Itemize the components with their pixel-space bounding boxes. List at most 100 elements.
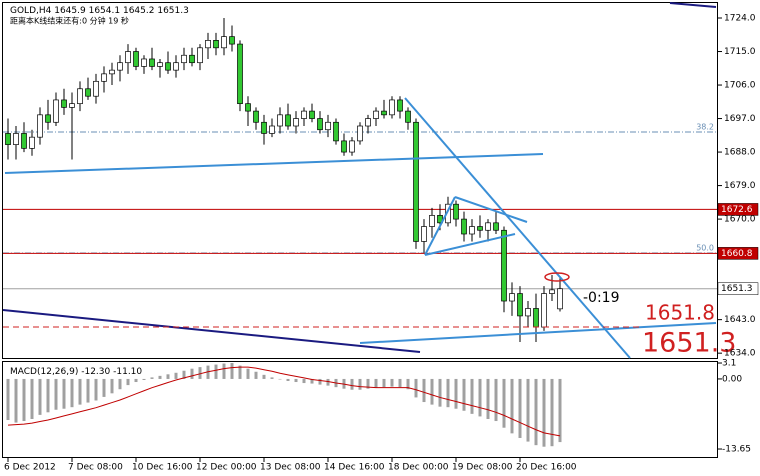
macd-bar [254, 371, 258, 379]
macd-bar [22, 378, 26, 422]
macd-bar [6, 378, 10, 421]
indicator-value: -12.30 [81, 367, 110, 377]
macd-bar [182, 370, 186, 379]
y-tick-label: 1634.0 [724, 349, 756, 359]
candle-body [309, 110, 315, 119]
trendline [4, 153, 544, 174]
subtitle: 距离本K线结束还有:0 分钟 19 秒 [10, 16, 129, 26]
trendline [669, 2, 717, 8]
price-tag-label: 1651.3 [721, 284, 753, 294]
candle-body [37, 114, 43, 138]
y-tick-label: 1724.0 [724, 14, 756, 24]
macd-bar [438, 378, 442, 407]
macd-bar [278, 378, 282, 380]
y-tick-label: 1688.0 [724, 148, 756, 158]
macd-bar [86, 378, 90, 403]
macd-bar [414, 378, 418, 398]
y-tick-label: 1697.0 [724, 114, 756, 124]
candle-body [333, 121, 339, 142]
header: GOLD,H4 1645.9 1654.1 1645.2 1651.3 [10, 6, 189, 16]
candle-body [253, 110, 259, 123]
trendline [424, 196, 456, 256]
macd-bar [462, 378, 466, 411]
macd-bar [270, 377, 274, 379]
candle-body [165, 62, 171, 71]
x-tick-label: 19 Dec 08:00 [452, 463, 513, 473]
macd-bar [246, 368, 250, 379]
candle-body [397, 99, 403, 112]
macd-bar [94, 378, 98, 401]
candle-body [109, 69, 115, 75]
candle-body [325, 121, 331, 131]
candle-body [21, 133, 27, 149]
marker [544, 272, 570, 282]
candle-body [205, 40, 211, 49]
candle-body [341, 140, 347, 153]
candle-body [549, 289, 555, 294]
macd-bar [478, 378, 482, 417]
macd-bar [174, 372, 178, 379]
symbol: GOLD,H4 [10, 6, 52, 16]
candle-body [213, 40, 219, 49]
trendline [359, 322, 717, 344]
candle-body [525, 308, 531, 317]
trendline [424, 233, 516, 256]
candle-body [29, 136, 35, 149]
annotation: -0:19 [583, 290, 620, 306]
macd-bar [286, 378, 290, 381]
macd-bar [134, 378, 138, 383]
ohlc: 1645.2 [123, 6, 155, 16]
macd-bar [46, 378, 50, 413]
candle-body [461, 218, 467, 235]
candle-body [541, 293, 547, 328]
candle-body [277, 114, 283, 127]
candle-body [509, 293, 515, 302]
x-tick-label: 7 Dec 08:00 [68, 463, 123, 473]
macd-bar [150, 377, 154, 379]
candle-body [365, 118, 371, 127]
candle-body [389, 99, 395, 116]
macd-bar [230, 363, 234, 379]
macd-bar [166, 374, 170, 379]
candle-body [269, 125, 275, 134]
y-tick-label: 1670.0 [724, 215, 756, 225]
candle-body [133, 51, 139, 67]
candle-body [141, 58, 147, 67]
candle-body [293, 118, 299, 127]
macd-bar [262, 374, 266, 379]
candle-body [349, 140, 355, 153]
price-panel [2, 2, 718, 359]
macd-bar [118, 378, 122, 390]
candle-body [261, 121, 267, 134]
macd-bar [222, 363, 226, 379]
y-tick-label: 1715.0 [724, 47, 756, 57]
candle-body [237, 43, 243, 105]
x-tick-label: 13 Dec 08:00 [260, 463, 321, 473]
macd-bar [30, 378, 34, 419]
macd-bar [366, 378, 370, 389]
macd-bar [550, 378, 554, 447]
macd-bar [422, 378, 426, 403]
candle-body [493, 222, 499, 231]
candle-body [93, 80, 99, 97]
candle-body [501, 229, 507, 302]
candle-body [533, 308, 539, 328]
macd-bar [310, 378, 314, 384]
macd-bar [126, 378, 130, 386]
macd-bar [534, 378, 538, 446]
x-tick-label: 14 Dec 16:00 [324, 463, 385, 473]
ohlc: 1645.9 [54, 6, 86, 16]
macd-bar [542, 378, 546, 447]
candle-body [453, 203, 459, 220]
candle-body [173, 62, 179, 71]
fib-label: 38.2 [696, 122, 714, 131]
macd-bar [398, 378, 402, 388]
macd-bar [110, 378, 114, 394]
candle-body [301, 110, 307, 119]
macd-bar [38, 378, 42, 415]
ohlc: 1654.1 [89, 6, 121, 16]
macd-bar [446, 378, 450, 408]
indicator-name: MACD(12,26,9) [10, 367, 78, 377]
